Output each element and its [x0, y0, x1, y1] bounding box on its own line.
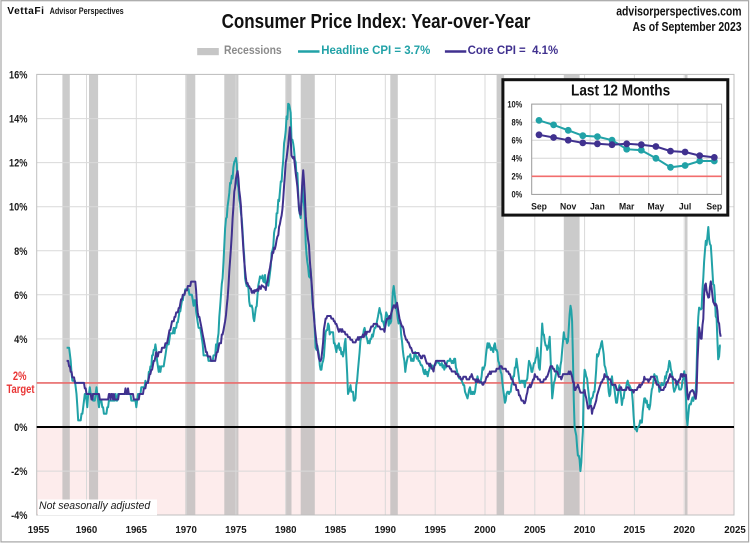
svg-text:Not seasonally adjusted: Not seasonally adjusted	[39, 499, 151, 511]
svg-text:16%: 16%	[9, 70, 27, 82]
svg-text:May: May	[647, 201, 665, 212]
svg-text:8%: 8%	[14, 246, 27, 258]
svg-text:10%: 10%	[9, 202, 27, 214]
svg-text:14%: 14%	[9, 114, 27, 126]
svg-text:Sep: Sep	[706, 201, 722, 212]
svg-text:12%: 12%	[9, 158, 27, 170]
svg-text:2000: 2000	[474, 525, 496, 536]
svg-text:1965: 1965	[126, 525, 148, 536]
svg-text:2010: 2010	[574, 525, 596, 536]
svg-text:4%: 4%	[511, 154, 522, 164]
svg-text:0%: 0%	[14, 422, 27, 434]
svg-text:VettaFi: VettaFi	[7, 6, 44, 17]
svg-text:Target: Target	[6, 383, 35, 396]
svg-text:1970: 1970	[175, 525, 197, 536]
svg-text:2005: 2005	[524, 525, 546, 536]
svg-text:Last 12 Months: Last 12 Months	[571, 83, 670, 100]
svg-text:-2%: -2%	[11, 466, 27, 478]
svg-text:As of September 2023: As of September 2023	[632, 21, 742, 34]
svg-text:Advisor Perspectives: Advisor Perspectives	[50, 6, 125, 16]
svg-text:6%: 6%	[511, 136, 522, 146]
svg-text:1955: 1955	[28, 525, 50, 536]
svg-text:1985: 1985	[325, 525, 347, 536]
svg-text:Consumer Price Index: Year-ove: Consumer Price Index: Year-over-Year	[222, 10, 531, 33]
svg-text:-4%: -4%	[11, 510, 27, 522]
svg-text:1980: 1980	[275, 525, 297, 536]
svg-text:0%: 0%	[511, 190, 522, 200]
svg-text:Sep: Sep	[531, 201, 547, 212]
svg-text:Core CPI = 4.1%: Core CPI = 4.1%	[468, 44, 559, 57]
svg-text:10%: 10%	[507, 100, 523, 110]
svg-text:2020: 2020	[673, 525, 695, 536]
svg-text:1990: 1990	[375, 525, 397, 536]
svg-text:Mar: Mar	[619, 201, 635, 212]
svg-text:2025: 2025	[724, 525, 746, 536]
svg-text:advisorperspectives.com: advisorperspectives.com	[616, 6, 741, 19]
svg-text:1960: 1960	[76, 525, 98, 536]
svg-text:6%: 6%	[14, 290, 27, 302]
svg-text:2015: 2015	[624, 525, 646, 536]
svg-text:2%: 2%	[13, 370, 27, 383]
svg-text:4%: 4%	[14, 334, 27, 346]
svg-text:Jan: Jan	[590, 201, 605, 212]
svg-text:Nov: Nov	[560, 201, 577, 212]
svg-text:Headline CPI = 3.7%: Headline CPI = 3.7%	[321, 44, 431, 57]
svg-text:1995: 1995	[424, 525, 446, 536]
svg-text:2%: 2%	[511, 172, 522, 182]
svg-text:8%: 8%	[511, 118, 522, 128]
svg-text:Recessions: Recessions	[224, 45, 282, 58]
svg-text:Jul: Jul	[679, 201, 691, 212]
svg-text:1975: 1975	[225, 525, 247, 536]
